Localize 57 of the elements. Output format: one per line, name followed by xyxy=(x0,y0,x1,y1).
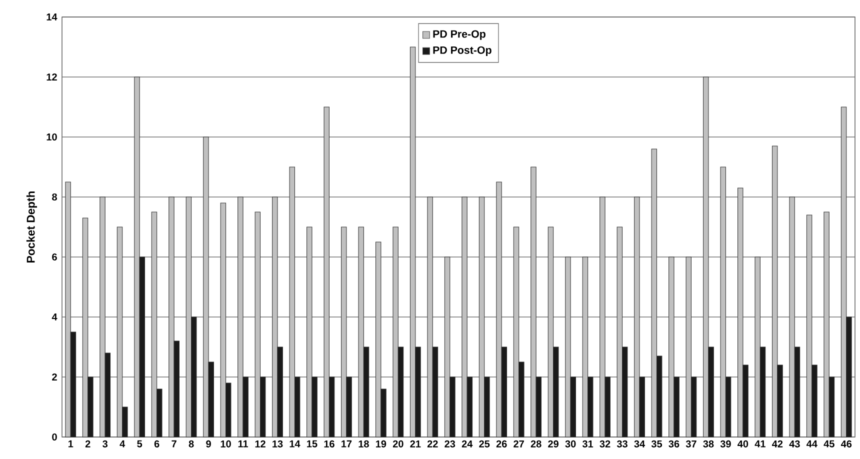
legend-label: PD Pre-Op xyxy=(433,30,486,40)
x-tick-label: 28 xyxy=(530,440,542,448)
x-tick-label: 46 xyxy=(840,440,852,448)
x-tick-label: 19 xyxy=(376,440,386,448)
y-tick-label: 8 xyxy=(52,193,57,201)
y-axis-title: Pocket Depth xyxy=(26,192,38,262)
x-tick-label: 18 xyxy=(358,440,369,448)
x-tick-label: 32 xyxy=(600,440,610,448)
x-tick-label: 5 xyxy=(137,440,142,448)
x-tick-label: 31 xyxy=(582,440,594,448)
x-tick-label: 45 xyxy=(824,440,834,448)
y-tick-label: 6 xyxy=(52,253,57,261)
x-tick-label: 26 xyxy=(496,440,507,448)
x-tick-label: 39 xyxy=(720,440,731,448)
x-tick-label: 11 xyxy=(238,440,248,448)
legend-label: PD Post-Op xyxy=(433,46,492,56)
y-tick-label: 4 xyxy=(52,314,58,320)
x-tick-label: 23 xyxy=(444,440,456,448)
y-tick-label: 2 xyxy=(52,373,57,380)
x-tick-label: 44 xyxy=(806,440,818,448)
x-tick-label: 3 xyxy=(102,440,108,448)
x-tick-label: 10 xyxy=(220,440,231,448)
x-tick-label: 35 xyxy=(651,440,662,448)
x-tick-label: 15 xyxy=(307,440,318,448)
x-tick-label: 40 xyxy=(738,440,748,448)
x-tick-label: 29 xyxy=(548,440,558,448)
x-tick-label: 36 xyxy=(668,440,680,448)
x-tick-label: 13 xyxy=(272,440,283,448)
x-tick-label: 38 xyxy=(703,440,714,448)
x-tick-label: 9 xyxy=(206,440,211,448)
x-tick-label: 20 xyxy=(392,440,404,448)
x-tick-label: 8 xyxy=(188,440,194,448)
x-tick-label: 37 xyxy=(686,440,696,448)
x-tick-label: 2 xyxy=(85,440,90,448)
x-tick-label: 21 xyxy=(410,440,421,448)
y-tick-label: 10 xyxy=(46,133,57,141)
x-tick-label: 1 xyxy=(68,440,74,448)
x-tick-label: 41 xyxy=(754,440,766,448)
x-tick-label: 34 xyxy=(634,440,646,448)
x-tick-label: 7 xyxy=(172,440,176,448)
x-tick-label: 30 xyxy=(565,440,576,448)
x-tick-label: 27 xyxy=(514,440,524,448)
y-tick-label: 12 xyxy=(46,73,57,80)
x-tick-label: 14 xyxy=(290,440,300,448)
x-tick-label: 24 xyxy=(462,440,473,448)
x-tick-label: 42 xyxy=(772,440,783,448)
x-tick-label: 22 xyxy=(427,440,438,448)
x-tick-label: 6 xyxy=(154,440,160,448)
x-tick-label: 43 xyxy=(789,440,800,448)
x-tick-label: 4 xyxy=(120,440,126,448)
y-tick-label: 0 xyxy=(52,433,57,441)
x-tick-label: 16 xyxy=(324,440,334,448)
x-tick-label: 12 xyxy=(255,440,266,448)
x-tick-label: 33 xyxy=(616,440,628,448)
x-tick-label: 17 xyxy=(342,440,352,448)
y-tick-label: 14 xyxy=(46,14,58,20)
x-tick-label: 25 xyxy=(479,440,490,448)
